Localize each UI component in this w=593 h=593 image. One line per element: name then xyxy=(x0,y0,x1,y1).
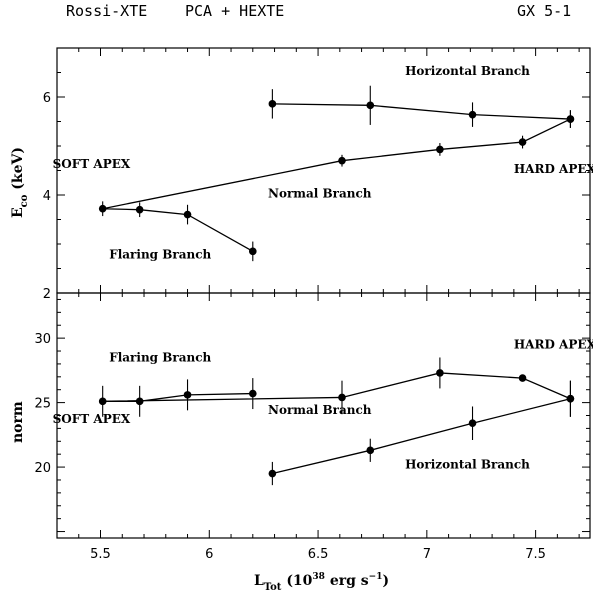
bottom-branch-annotation: Horizontal Branch xyxy=(405,457,530,471)
top-series-0-point xyxy=(436,145,444,154)
top-panel-ticks: 2 4 6 xyxy=(43,47,590,302)
x-tick-label: 5.5 xyxy=(90,547,111,562)
top-series-0-line xyxy=(102,118,571,252)
bottom-series-1-point xyxy=(366,446,375,455)
x-tick-label: 6 xyxy=(205,547,213,562)
top-series-1-point xyxy=(566,115,575,123)
bottom-series-1-point xyxy=(268,469,277,478)
bottom-series-0-point xyxy=(518,374,527,382)
x-tick-label: 7.5 xyxy=(525,547,546,562)
bottom-series-0-line xyxy=(102,372,571,402)
top-series-1-point xyxy=(268,100,277,108)
bottom-series-0-point xyxy=(248,389,257,398)
x-tick-label: 7 xyxy=(423,547,431,562)
bottom-panel-annotations: Flaring Branch HARD APEX SOFT APEX Normal B… xyxy=(53,337,593,471)
top-panel-series xyxy=(98,85,575,262)
bottom-branch-annotation: Normal Branch xyxy=(268,403,372,417)
x-tick-label: 6.5 xyxy=(308,547,329,562)
bottom-panel-series xyxy=(98,357,575,486)
bottom-y-tick-label: 20 xyxy=(34,461,51,476)
bottom-series-0-point xyxy=(135,397,144,406)
bottom-y-tick-label: 30 xyxy=(34,332,51,347)
top-y-tick-label: 6 xyxy=(43,91,51,106)
bottom-series-1-line xyxy=(272,398,571,475)
top-y-tick-label: 4 xyxy=(43,189,51,204)
top-branch-annotation: HARD APEX xyxy=(514,162,593,176)
top-y-axis-label: Eco (keV) xyxy=(10,147,30,218)
top-series-1-point xyxy=(366,101,375,110)
bottom-series-0-point xyxy=(436,369,444,377)
bottom-y-axis-label: norm xyxy=(10,401,26,443)
top-series-0-point xyxy=(98,204,107,213)
top-series-0-point xyxy=(135,205,144,214)
top-branch-annotation: Normal Branch xyxy=(268,186,372,200)
top-panel-annotations: Horizontal Branch SOFT APEX HARD APEX Norma… xyxy=(53,64,593,262)
top-series-1-line xyxy=(272,103,571,120)
header-mission: Rossi-XTE xyxy=(66,2,147,20)
top-series-0-point xyxy=(338,156,346,165)
x-axis-label: LTot (1038 erg s−1) xyxy=(254,572,389,593)
bottom-series-0-point xyxy=(98,397,107,406)
bottom-series-1-point xyxy=(566,394,575,403)
header-instruments: PCA + HEXTE xyxy=(185,2,284,20)
bottom-series-1-point xyxy=(468,419,477,428)
bottom-series-0-point xyxy=(338,393,346,402)
bottom-y-tick-label: 25 xyxy=(34,397,51,412)
top-series-0-point xyxy=(248,247,257,256)
bottom-series-0-point xyxy=(183,391,192,399)
bottom-branch-annotation: Flaring Branch xyxy=(109,350,211,364)
bottom-branch-annotation: SOFT APEX xyxy=(53,412,131,426)
top-series-0-point xyxy=(518,138,527,146)
header-source: GX 5-1 xyxy=(517,2,571,20)
top-branch-annotation: Flaring Branch xyxy=(109,248,211,262)
top-y-tick-label: 2 xyxy=(43,287,51,302)
top-branch-annotation: Horizontal Branch xyxy=(405,64,530,78)
top-series-0-point xyxy=(183,210,192,219)
top-series-1-point xyxy=(468,110,477,119)
bottom-panel-ticks: 20 25 30 5.5 6 6.5 7 7.5 xyxy=(34,293,590,562)
top-branch-annotation: SOFT APEX xyxy=(53,157,131,171)
bottom-branch-annotation: HARD APEX xyxy=(514,337,593,351)
